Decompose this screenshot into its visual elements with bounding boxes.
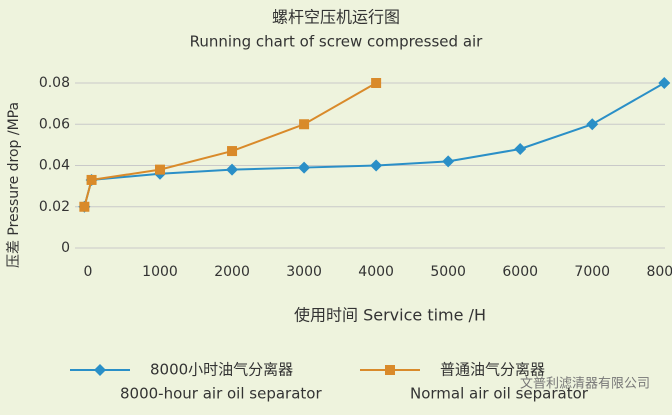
- x-tick-label: 3000: [286, 264, 322, 280]
- marker: [155, 164, 166, 175]
- x-tick-label: 5000: [430, 264, 466, 280]
- marker: [299, 119, 310, 130]
- legend-label-en: Normal air oil separator: [410, 385, 589, 403]
- legend-label: 普通油气分离器: [440, 361, 545, 379]
- y-tick-label: 0.06: [39, 116, 70, 132]
- marker: [298, 161, 311, 174]
- x-axis-label: 使用时间 Service time /H: [294, 306, 486, 325]
- marker: [79, 201, 90, 212]
- x-tick-label: 1000: [142, 264, 178, 280]
- x-tick-label: 4000: [358, 264, 394, 280]
- legend-marker: [385, 365, 395, 375]
- marker: [370, 159, 383, 172]
- marker: [658, 77, 671, 89]
- x-tick-label: 7000: [574, 264, 610, 280]
- chart-subtitle: Running chart of screw compressed air: [190, 33, 484, 51]
- y-tick-label: 0.04: [39, 158, 70, 174]
- marker: [371, 78, 382, 88]
- x-tick-label: 8000: [646, 264, 672, 280]
- marker: [226, 163, 239, 176]
- y-axis-label: 压差 Pressure drop /MPa: [6, 102, 22, 268]
- y-tick-label: 0.08: [39, 75, 70, 91]
- marker: [586, 118, 599, 131]
- legend-label: 8000小时油气分离器: [150, 361, 293, 379]
- legend-label-en: 8000-hour air oil separator: [120, 385, 322, 403]
- marker: [86, 174, 97, 185]
- legend-marker: [94, 364, 106, 376]
- series-line: [83, 82, 665, 208]
- marker: [514, 143, 527, 155]
- y-tick-label: 0: [61, 240, 70, 256]
- marker: [442, 155, 455, 168]
- y-tick-label: 0.02: [39, 199, 70, 215]
- marker: [227, 146, 238, 157]
- x-tick-label: 0: [84, 264, 93, 280]
- series-line: [83, 82, 377, 208]
- chart-title: 螺杆空压机运行图: [272, 8, 400, 27]
- watermark: 文普利滤清器有限公司: [520, 377, 650, 392]
- x-tick-label: 6000: [502, 264, 538, 280]
- x-tick-label: 2000: [214, 264, 250, 280]
